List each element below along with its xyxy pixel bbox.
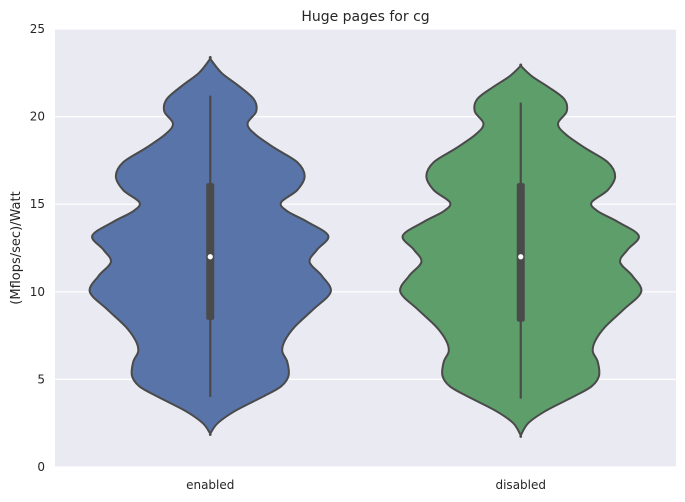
y-tick-label: 10 xyxy=(30,285,45,299)
y-tick-label: 15 xyxy=(30,197,45,211)
y-tick-label: 5 xyxy=(37,372,45,386)
y-tick-label: 0 xyxy=(37,460,45,474)
x-tick-label: disabled xyxy=(495,478,546,492)
violin-iqr-box xyxy=(206,183,215,320)
y-tick-label: 20 xyxy=(30,110,45,124)
x-axis-ticks: enabled disabled xyxy=(186,478,546,492)
y-axis-label: (Mflops/sec)/Watt xyxy=(9,191,24,304)
violin-median-point xyxy=(518,254,524,260)
violin-enabled xyxy=(88,56,332,437)
y-axis-ticks: 0 5 10 15 20 25 xyxy=(30,22,45,474)
violin-iqr-box xyxy=(516,183,525,322)
x-tick-label: enabled xyxy=(186,478,234,492)
violin-median-point xyxy=(207,254,213,260)
y-tick-label: 25 xyxy=(30,22,45,36)
chart-title: Huge pages for cg xyxy=(301,9,429,25)
violin-disabled xyxy=(399,63,643,438)
violins xyxy=(88,56,643,438)
